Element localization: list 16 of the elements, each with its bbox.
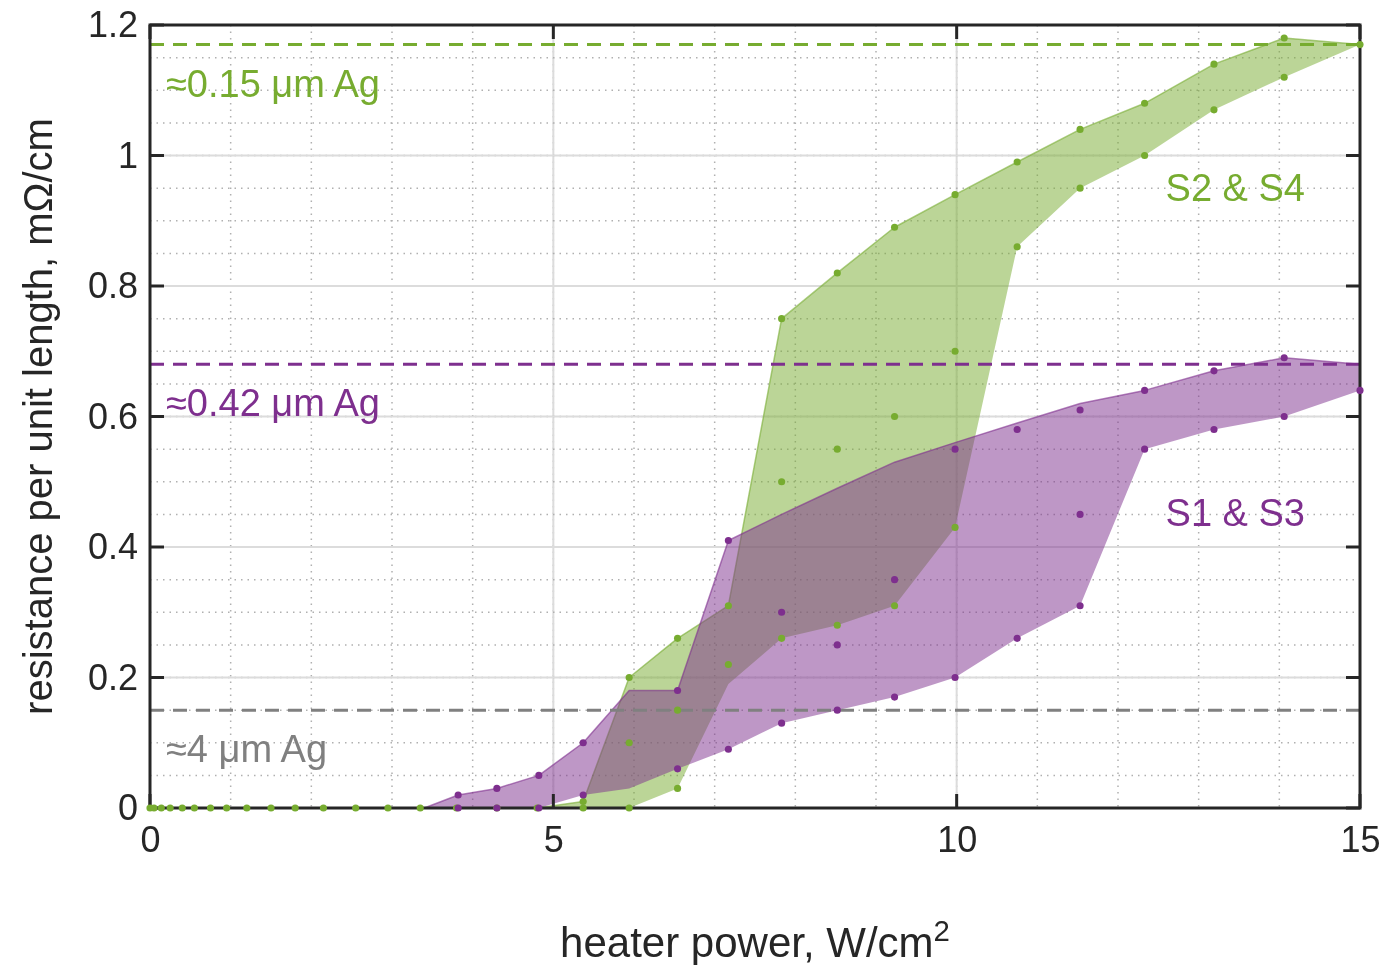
x-tick-label: 15 [1340, 818, 1381, 860]
ref-line-label: ≈0.42 μm Ag [166, 382, 380, 425]
x-tick-label: 5 [543, 818, 564, 860]
y-tick-label: 0.2 [87, 656, 138, 698]
y-tick-label: 0.8 [87, 265, 138, 307]
y-tick-label: 0.4 [87, 526, 138, 568]
y-axis-title: resistance per unit length, mΩ/cm [16, 118, 60, 715]
series-label: S1 & S3 [1165, 492, 1305, 535]
x-tick-label: 10 [937, 818, 978, 860]
y-tick-label: 0 [117, 787, 138, 829]
ref-line-label: ≈0.15 μm Ag [166, 62, 380, 105]
y-tick-label: 0.6 [87, 395, 138, 437]
y-tick-label: 1.2 [87, 4, 138, 46]
y-tick-label: 1 [117, 134, 138, 176]
series-label: S2 & S4 [1165, 167, 1305, 210]
ref-line-label: ≈4 μm Ag [166, 728, 328, 771]
